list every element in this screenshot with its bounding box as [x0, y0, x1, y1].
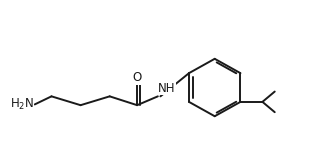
Text: NH: NH — [157, 82, 175, 95]
Text: H$_2$N: H$_2$N — [10, 97, 34, 112]
Text: O: O — [132, 71, 142, 84]
